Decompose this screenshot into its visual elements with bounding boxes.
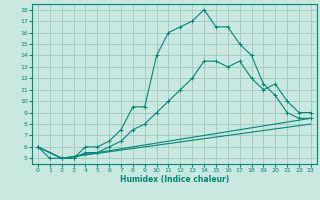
X-axis label: Humidex (Indice chaleur): Humidex (Indice chaleur) bbox=[120, 175, 229, 184]
